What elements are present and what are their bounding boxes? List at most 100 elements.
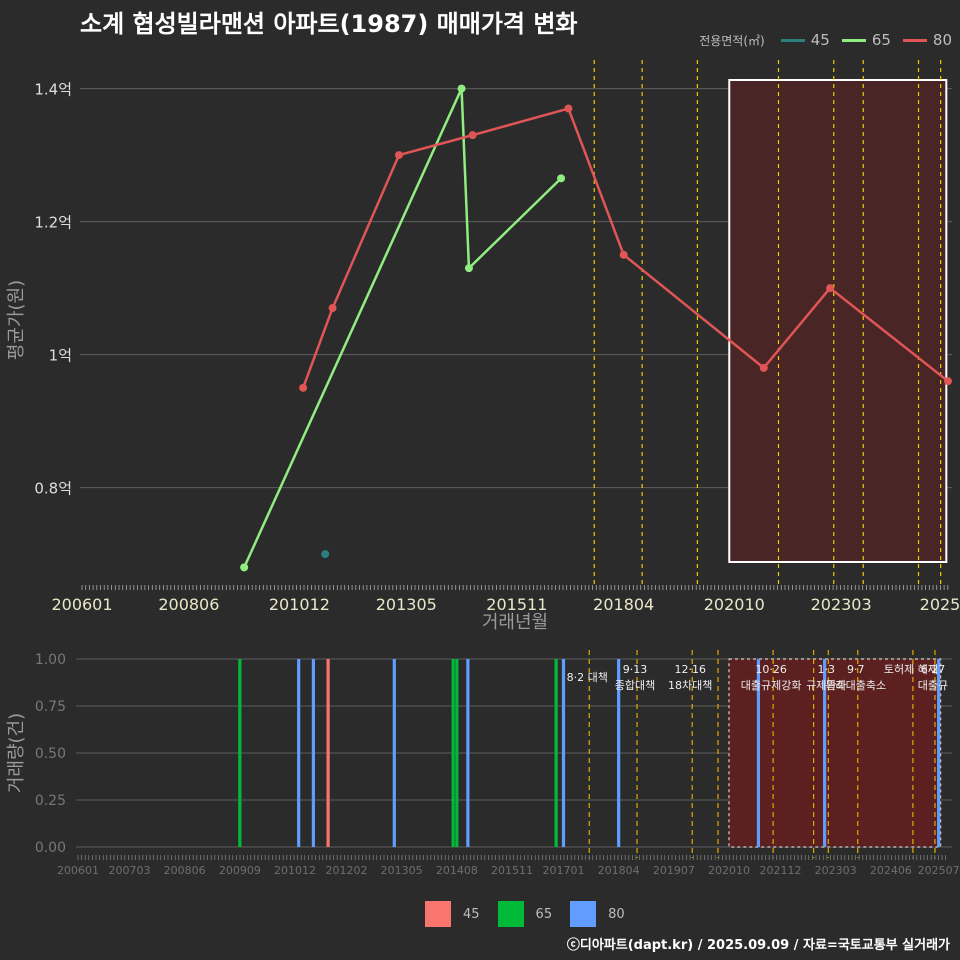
bottom-x-tick-label: 202112 xyxy=(759,864,801,877)
bottom-x-tick-label: 202507 xyxy=(918,864,960,877)
volume-bar-65 xyxy=(238,659,242,847)
policy-annotation: 종합대책 xyxy=(615,679,655,692)
bottom-legend-item-65: 65 xyxy=(497,901,553,927)
legend-line-80 xyxy=(902,38,927,42)
data-point-65 xyxy=(457,84,466,93)
x-tick-label: 201511 xyxy=(486,595,547,614)
policy-annotation: 18차대책 xyxy=(668,679,712,692)
volume-bar-65 xyxy=(455,659,459,847)
bottom-highlight-region xyxy=(728,658,942,848)
footer-credit: ⓒ디아파트(dapt.kr) / 2025.09.09 / 자료=국토교통부 실… xyxy=(566,938,950,953)
x-tick-label: 201012 xyxy=(269,595,330,614)
policy-annotation: 대출규 xyxy=(918,679,948,692)
data-point-80 xyxy=(394,151,403,160)
bottom-y-axis-title: 거래량(건) xyxy=(6,713,27,793)
data-point-65 xyxy=(240,563,249,572)
bottom-y-tick-label: 1.00 xyxy=(35,652,66,668)
volume-bar-65 xyxy=(451,659,455,847)
bottom-x-tick-label: 201804 xyxy=(598,864,640,877)
policy-annotation: 1·3 xyxy=(818,663,836,676)
policy-annotation: 12·16 xyxy=(674,663,706,676)
legend-bottom: 45 65 80 xyxy=(425,901,631,927)
bottom-legend-label-80: 80 xyxy=(608,906,625,922)
x-axis-title: 거래년월 xyxy=(482,612,548,633)
data-point-45 xyxy=(321,550,330,559)
bottom-x-tick-label: 201305 xyxy=(381,864,423,877)
y-tick-label: 1억 xyxy=(49,347,72,365)
data-point-80 xyxy=(299,383,308,392)
bottom-legend-swatch-65 xyxy=(497,901,524,927)
x-tick-label: 202303 xyxy=(811,595,872,614)
bottom-legend-label-65: 65 xyxy=(535,906,553,922)
volume-bar-80 xyxy=(466,659,470,847)
legend-label-65: 65 xyxy=(871,31,891,49)
bottom-legend-swatch-45 xyxy=(425,901,451,927)
legend-label-80: 80 xyxy=(932,31,952,49)
legend-item-45: 45 xyxy=(780,31,830,49)
legend-line-45 xyxy=(780,38,805,42)
x-tick-label: 200806 xyxy=(158,595,219,614)
series-line-65 xyxy=(243,87,562,568)
data-point-65 xyxy=(464,264,473,273)
highlight-region xyxy=(728,79,948,563)
bottom-legend-label-45: 45 xyxy=(463,906,480,922)
data-point-65 xyxy=(557,174,566,183)
volume-bar-80 xyxy=(561,659,566,847)
volume-bar-80 xyxy=(392,659,396,847)
bottom-y-tick-label: 0.00 xyxy=(35,840,66,856)
bottom-y-tick-label: 0.50 xyxy=(35,746,66,762)
bottom-x-tick-label: 202406 xyxy=(870,864,912,877)
x-tick-label: 202010 xyxy=(704,595,765,614)
policy-annotation: 대출규제강화 xyxy=(741,679,802,692)
policy-annotation: 6·27 xyxy=(921,663,946,676)
bottom-legend-item-45: 45 xyxy=(425,901,480,927)
bottom-x-tick-label: 200909 xyxy=(219,864,261,877)
policy-annotation: 토허제 해제 xyxy=(884,662,938,676)
volume-bar-65 xyxy=(554,659,558,847)
policy-annotation: 9·7 xyxy=(847,663,865,676)
x-tick-label: 200601 xyxy=(51,595,112,614)
x-tick-label: 201804 xyxy=(593,595,654,614)
volume-bar-80 xyxy=(756,659,761,847)
policy-annotation: 8·2 대책 xyxy=(567,671,608,684)
bottom-x-tick-label: 201701 xyxy=(542,864,584,877)
bottom-x-tick-label: 201202 xyxy=(325,864,367,877)
data-point-80 xyxy=(564,104,573,113)
legend-item-80: 80 xyxy=(902,31,952,49)
volume-bar-45 xyxy=(326,659,330,847)
bottom-x-tick-label: 202010 xyxy=(708,864,750,877)
legend-top: 전용면적(㎡) 45 65 80 xyxy=(699,31,952,49)
policy-annotation: 10·26 xyxy=(755,663,787,676)
bottom-legend-item-80: 80 xyxy=(570,901,625,927)
volume-bar-80 xyxy=(823,659,827,847)
data-point-80 xyxy=(328,304,337,313)
y-tick-label: 0.8억 xyxy=(34,480,72,498)
volume-bar-80 xyxy=(617,659,621,847)
bottom-x-tick-label: 201511 xyxy=(491,864,533,877)
bottom-y-tick-label: 0.75 xyxy=(35,699,66,715)
x-tick-label: 201305 xyxy=(376,595,437,614)
policy-annotation: 특례대출축소 xyxy=(825,679,886,692)
legend-line-65 xyxy=(841,38,866,42)
y-tick-label: 1.4억 xyxy=(34,81,72,99)
data-point-80 xyxy=(468,131,477,140)
data-point-80 xyxy=(944,377,952,386)
volume-bar-80 xyxy=(311,659,315,847)
bottom-x-tick-label: 202303 xyxy=(815,864,857,877)
volume-bar-80 xyxy=(297,659,301,847)
bottom-legend-swatch-80 xyxy=(570,901,597,927)
bottom-x-tick-label: 201012 xyxy=(274,864,316,877)
volume-bar-80 xyxy=(937,659,941,847)
policy-annotation: 9·13 xyxy=(623,663,648,676)
legend-label-45: 45 xyxy=(810,31,830,49)
bottom-x-tick-label: 200703 xyxy=(108,864,150,877)
chart-title: 소계 협성빌라맨션 아파트(1987) 매매가격 변화 xyxy=(80,10,578,38)
data-point-80 xyxy=(619,250,628,259)
x-tick-label: 2025 xyxy=(920,595,960,614)
bottom-y-tick-label: 0.25 xyxy=(35,793,66,809)
y-tick-label: 1.2억 xyxy=(34,214,72,232)
legend-title: 전용면적(㎡) xyxy=(699,33,765,48)
bottom-x-tick-label: 200601 xyxy=(57,864,99,877)
data-point-80 xyxy=(759,363,768,372)
